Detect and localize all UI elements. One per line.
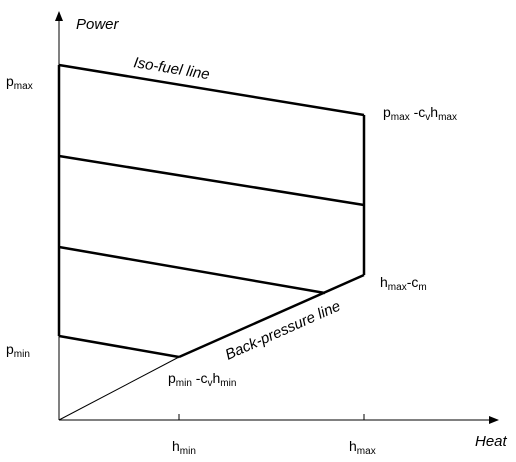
h-max-minus-label: hmax-cm xyxy=(380,274,427,293)
back-pressure-line xyxy=(178,273,365,359)
p-max-label: pmax xyxy=(6,73,33,92)
iso-fuel-line-bottom xyxy=(58,334,180,359)
h-max-label: hmax xyxy=(349,438,376,457)
y-axis-label: Power xyxy=(76,16,120,33)
iso-fuel-line-top xyxy=(58,63,365,117)
iso-fuel-line-2 xyxy=(58,154,365,207)
h-min-label: hmin xyxy=(172,438,196,457)
origin-line xyxy=(58,356,180,421)
p-min-label: pmin xyxy=(6,341,30,360)
iso-fuel-line-3 xyxy=(58,245,326,295)
x-axis-label: Heat xyxy=(475,433,508,450)
p-min-minus-label: pmin -cvhmin xyxy=(168,370,236,389)
p-max-minus-label: pmax -cvhmax xyxy=(383,104,457,123)
